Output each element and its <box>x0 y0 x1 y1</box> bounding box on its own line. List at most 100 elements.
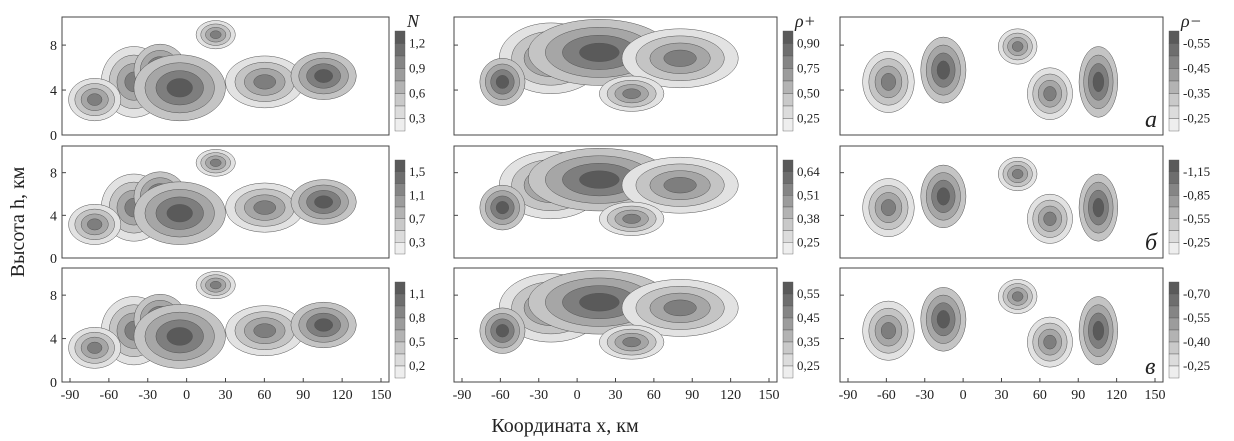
colorbar-cell <box>1168 230 1180 243</box>
contour-level <box>87 93 103 106</box>
colorbar-cell <box>782 80 794 94</box>
colorbar-cell <box>782 365 794 379</box>
colorbar-cell <box>394 80 406 94</box>
x-tick-label: 60 <box>1033 388 1047 403</box>
colorbar-cell <box>394 195 406 208</box>
x-tick-label: -60 <box>491 388 510 403</box>
contour-level <box>936 310 950 329</box>
plot-frame <box>61 16 390 136</box>
colorbar-title: ρ− <box>1180 11 1202 31</box>
colorbar-cell <box>782 341 794 355</box>
colorbar-tick-label: -0,25 <box>1183 234 1210 249</box>
colorbar-cell <box>782 230 794 243</box>
colorbar-cell <box>394 55 406 69</box>
x-tick-label: -30 <box>529 388 548 403</box>
contour-level <box>87 341 103 354</box>
plot-frame <box>61 145 390 259</box>
colorbar-tick-label: 0,25 <box>797 234 820 249</box>
contour-level <box>880 322 896 340</box>
colorbar-cell <box>1168 80 1180 94</box>
colorbar-cell <box>394 93 406 107</box>
x-tick-label: 30 <box>219 388 233 403</box>
contour-level <box>880 199 896 217</box>
colorbar-cell <box>782 55 794 69</box>
colorbar-cell <box>394 305 406 319</box>
contour-level <box>1043 211 1057 226</box>
contour-level <box>579 293 620 312</box>
colorbar-tick-label: -0,55 <box>1183 211 1210 226</box>
contour-level <box>663 177 697 194</box>
colorbar-tick-label: 0,2 <box>409 358 425 373</box>
contour-level <box>622 337 641 348</box>
x-tick-label: 0 <box>960 388 967 403</box>
plot-frame <box>839 145 1164 259</box>
panel-c-rho_minus: -90 -60 -30 0 30 60 90 120 150 -0,70 -0,55 -0,40 -0,… <box>839 267 1210 403</box>
contour-level <box>495 201 510 215</box>
colorbar-cell <box>782 353 794 367</box>
colorbar-cell <box>782 242 794 255</box>
y-tick-label: 8 <box>50 167 57 182</box>
contour-level <box>166 204 193 223</box>
contour-level <box>936 187 950 206</box>
colorbar-tick-label: 0,45 <box>797 310 820 325</box>
colorbar-tick-label: 1,5 <box>409 164 425 179</box>
colorbar-tick-label: 0,35 <box>797 334 820 349</box>
contour-level <box>166 327 193 346</box>
contour-level <box>663 49 697 67</box>
colorbar-cell <box>782 293 794 307</box>
colorbar-cell <box>394 118 406 132</box>
contour-level <box>209 158 222 167</box>
x-tick-label: 60 <box>647 388 661 403</box>
colorbar-cell <box>782 43 794 57</box>
colorbar-cell <box>1168 55 1180 69</box>
x-tick-label: -90 <box>839 388 858 403</box>
colorbar-cell <box>782 30 794 44</box>
colorbar-cell <box>394 353 406 367</box>
contour-level <box>1092 320 1105 341</box>
x-tick-label: 90 <box>1071 388 1085 403</box>
panel-label: в <box>1145 354 1155 380</box>
colorbar-cell <box>394 242 406 255</box>
y-tick-label: 0 <box>50 376 57 391</box>
x-tick-label: -60 <box>877 388 896 403</box>
colorbar-cell <box>782 93 794 107</box>
colorbar-cell <box>1168 68 1180 82</box>
colorbar-tick-label: -0,55 <box>1183 36 1210 51</box>
panel-c-N: 0 4 8 -90 -60 -30 0 30 60 90 120 150 1,1 0,8 0,5 0,2 <box>50 267 425 403</box>
colorbar-cell <box>1168 195 1180 208</box>
contour-level <box>936 60 950 80</box>
x-tick-label: 120 <box>1106 388 1127 403</box>
x-tick-label: 30 <box>609 388 623 403</box>
contour-level <box>495 75 510 89</box>
x-tick-label: 0 <box>574 388 581 403</box>
contour-level <box>1092 71 1105 93</box>
colorbar-cell <box>1168 159 1180 172</box>
contour-level <box>314 318 334 332</box>
colorbar-cell <box>1168 93 1180 107</box>
contour-level <box>622 213 641 224</box>
colorbar-cell <box>394 293 406 307</box>
colorbar-tick-label: 0,50 <box>797 86 820 101</box>
panel-c-rho_plus: -90 -60 -30 0 30 60 90 120 150 0,55 0,45 0,35 0,25 <box>453 267 820 403</box>
contour-level <box>1043 334 1057 350</box>
colorbar-cell <box>782 218 794 231</box>
contour-level <box>579 42 620 62</box>
colorbar-cell <box>394 218 406 231</box>
panel-label: а <box>1145 107 1157 133</box>
panels-layer: 048 1,20,90,60,3N0,900,750,500,25ρ+-0,55-… <box>50 11 1210 403</box>
colorbar-cell <box>394 171 406 184</box>
panel-label: б <box>1145 230 1158 256</box>
colorbar-cell <box>1168 218 1180 231</box>
x-tick-label: 150 <box>759 388 780 403</box>
x-tick-label: 90 <box>296 388 310 403</box>
contour-level <box>314 69 334 83</box>
colorbar-cell <box>1168 305 1180 319</box>
colorbar-cell <box>782 317 794 331</box>
colorbar-cell <box>782 195 794 208</box>
colorbar-cell <box>782 118 794 132</box>
x-tick-label: 0 <box>183 388 190 403</box>
colorbar-cell <box>782 159 794 172</box>
x-tick-label: -60 <box>100 388 119 403</box>
colorbar-tick-label: -1,15 <box>1183 164 1210 179</box>
plot-frame <box>839 16 1164 136</box>
